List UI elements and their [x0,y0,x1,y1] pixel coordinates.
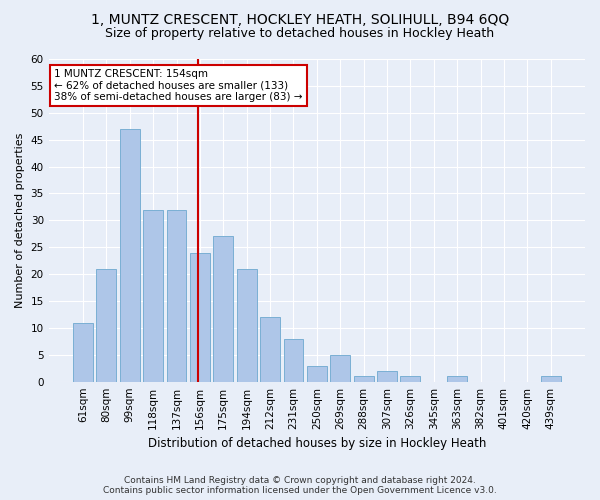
Bar [237,268,257,382]
Bar [143,210,163,382]
Bar [284,338,304,382]
Bar [307,366,327,382]
Bar [377,371,397,382]
Bar [260,317,280,382]
Bar [400,376,421,382]
Bar [330,355,350,382]
Text: Size of property relative to detached houses in Hockley Heath: Size of property relative to detached ho… [106,28,494,40]
Bar [190,252,210,382]
Bar [73,322,93,382]
Bar [97,268,116,382]
Text: 1 MUNTZ CRESCENT: 154sqm
← 62% of detached houses are smaller (133)
38% of semi-: 1 MUNTZ CRESCENT: 154sqm ← 62% of detach… [54,68,302,102]
Bar [541,376,560,382]
Bar [214,236,233,382]
Text: 1, MUNTZ CRESCENT, HOCKLEY HEATH, SOLIHULL, B94 6QQ: 1, MUNTZ CRESCENT, HOCKLEY HEATH, SOLIHU… [91,12,509,26]
Bar [353,376,374,382]
Bar [120,129,140,382]
X-axis label: Distribution of detached houses by size in Hockley Heath: Distribution of detached houses by size … [148,437,486,450]
Text: Contains HM Land Registry data © Crown copyright and database right 2024.
Contai: Contains HM Land Registry data © Crown c… [103,476,497,495]
Y-axis label: Number of detached properties: Number of detached properties [15,132,25,308]
Bar [167,210,187,382]
Bar [447,376,467,382]
